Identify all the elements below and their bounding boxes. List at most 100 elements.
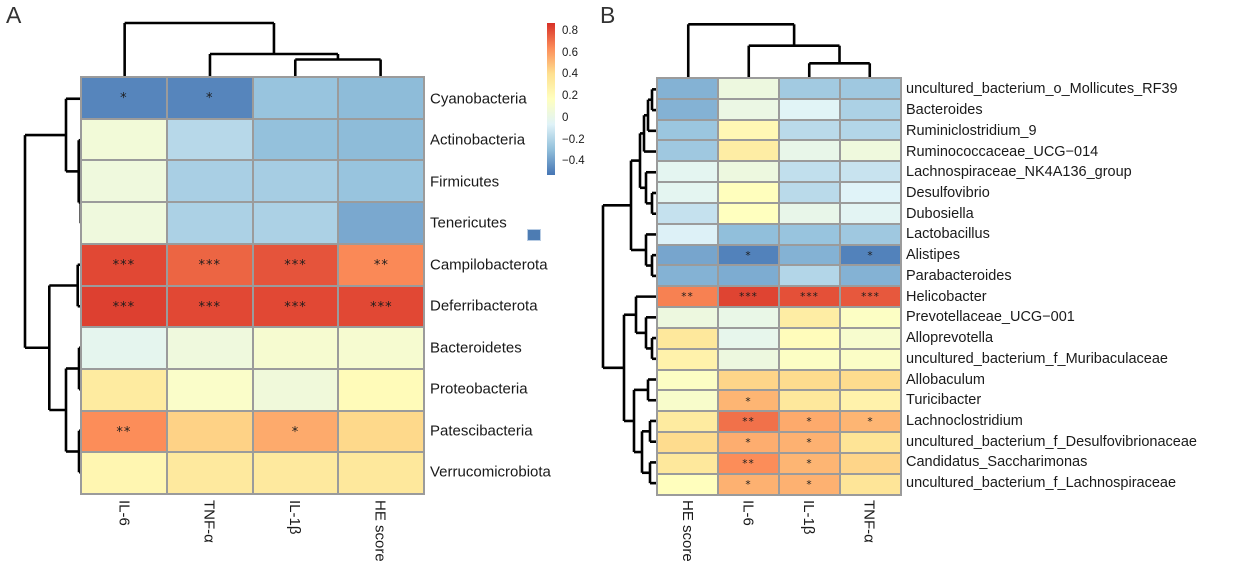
heatmap-cell [841,224,900,244]
legend-artifact-square [527,228,541,241]
heatmap-cell: * [780,433,839,452]
significance-stars: * [867,249,874,262]
significance-stars: *** [112,258,136,274]
row-label: Patescibacteria [430,422,533,440]
heatmap-cell [82,119,166,160]
heatmap-cell: * [719,433,778,452]
row-label: Ruminococcaceae_UCG−014 [906,143,1099,160]
heatmap-cell: * [719,245,778,265]
row-label: Cyanobacteria [430,90,527,108]
heatmap-cell [841,474,900,494]
heatmap-cell [719,370,778,390]
significance-stars: *** [198,299,221,315]
heatmap-cell [841,433,900,452]
heatmap-cell [253,203,338,243]
heatmap-cell: *** [82,244,166,285]
heatmap-cell [780,370,839,390]
heatmap-cell [780,183,839,202]
col-label: TNF-α [860,500,878,543]
heatmap-cell [82,161,166,202]
heatmap-cell: ** [658,287,717,307]
significance-stars: *** [198,258,221,274]
heatmap-cell [841,308,900,327]
significance-stars: ** [742,416,755,429]
row-label: Lachnospiraceae_NK4A136_group [906,164,1132,181]
heatmap-cell: * [841,412,900,432]
significance-stars: * [806,437,813,450]
heatmap-cell [82,453,166,493]
heatmap-cell [841,203,900,223]
heatmap-cell [339,203,424,243]
heatmap-cell [658,79,717,98]
heatmap-cell [167,203,252,243]
heatmap-cell [841,349,900,369]
heatmap-cell: * [841,245,900,265]
heatmap-cell [780,224,839,244]
significance-stars: *** [284,299,307,315]
significance-stars: * [806,416,813,429]
legend-tick: 0.4 [562,68,578,81]
legend-tick: 0.8 [562,25,578,37]
heatmap-cell [167,369,252,410]
heatmap-cell [841,328,900,348]
heatmap-cell [339,453,424,493]
row-label: Bacteroides [906,102,983,119]
heatmap-cell [82,369,166,410]
heatmap-cell [167,328,252,368]
heatmap-cell [167,453,252,493]
heatmap-cell [82,203,166,243]
legend-tick: 0.6 [562,46,578,59]
heatmap-cell [253,453,338,493]
heatmap-cell: *** [780,287,839,307]
significance-stars: ** [373,258,389,274]
heatmap-cell [841,120,900,140]
heatmap-cell [841,99,900,119]
heatmap-cell [167,411,252,452]
legend-tick: −0.2 [562,133,585,146]
heatmap-cell [780,308,839,327]
heatmap-cell [253,369,338,410]
legend-tick: 0.2 [562,90,578,103]
col-label: HE score [679,500,696,562]
heatmap-cell [658,162,717,182]
heatmap-cell: ** [719,453,778,473]
heatmap-cell [841,162,900,182]
significance-stars: *** [284,258,307,274]
heatmap-cell [167,161,252,202]
heatmap-cell [658,120,717,140]
heatmap-cell: *** [253,244,338,285]
row-label: Bacteroidetes [430,339,522,357]
col-label: TNF-α [200,500,218,543]
heatmap-cell [658,474,717,494]
col-label: IL-6 [739,500,757,526]
heatmap-cell [719,162,778,182]
significance-stars: * [745,478,752,491]
heatmap-cell [719,141,778,161]
heatmap-cell [339,119,424,160]
heatmap-cell [780,245,839,265]
col-label: IL-6 [115,500,133,526]
heatmap-cell [82,328,166,368]
row-label: Campilobacterota [430,256,548,274]
heatmap-cell [719,203,778,223]
row-label: Ruminiclostridium_9 [906,122,1037,139]
heatmap-a: * * *** *** *** ** *** *** *** *** ** * [80,76,426,495]
significance-stars: *** [739,291,758,304]
heatmap-cell [780,391,839,411]
row-label: Desulfovibrio [906,184,990,201]
heatmap-cell: * [719,391,778,411]
heatmap-cell: * [253,411,338,452]
heatmap-cell [658,412,717,432]
heatmap-cell [841,370,900,390]
significance-stars: ** [116,424,132,440]
significance-stars: *** [861,291,880,304]
heatmap-cell [658,453,717,473]
heatmap-cell [167,119,252,160]
heatmap-cell [841,453,900,473]
significance-stars: * [745,437,752,450]
legend-tick: 0 [562,111,569,124]
heatmap-cell [658,224,717,244]
heatmap-cell [339,369,424,410]
heatmap-cell [658,245,717,265]
